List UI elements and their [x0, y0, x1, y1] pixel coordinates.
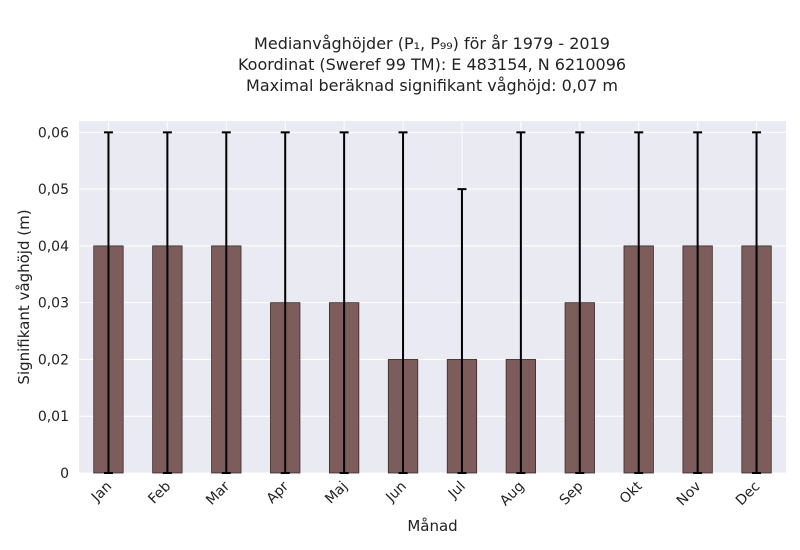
- chart-title: Medianvåghöjder (P₁, P₉₉) för år 1979 - …: [0, 33, 800, 96]
- y-tick-label: 0,01: [38, 409, 69, 425]
- plot-area: [79, 121, 786, 473]
- y-axis-label: Signifikant våghöjd (m): [15, 209, 33, 384]
- x-tick-label: Maj: [322, 479, 351, 508]
- x-tick-label: Mar: [203, 478, 233, 508]
- y-tick-label: 0,06: [38, 125, 69, 141]
- y-tick-label: 0,04: [38, 239, 69, 255]
- y-ticks: 0 0,01 0,02 0,03 0,04 0,05 0,06: [38, 125, 69, 482]
- chart-title-line-2: Koordinat (Sweref 99 TM): E 483154, N 62…: [237, 55, 627, 74]
- chart-title-line-1: Medianvåghöjder (P₁, P₉₉) för år 1979 - …: [254, 34, 610, 53]
- x-tick-label: Dec: [733, 479, 763, 509]
- x-tick-label: Aug: [497, 479, 528, 510]
- chart-title-line-3: Maximal beräknad signifikant våghöjd: 0,…: [246, 76, 618, 95]
- y-tick-label: 0,05: [38, 182, 69, 198]
- x-tick-label: Jun: [382, 479, 409, 506]
- x-tick-label: Feb: [145, 478, 174, 507]
- y-tick-label: 0,02: [38, 352, 69, 368]
- x-tick-label: Sep: [557, 478, 587, 508]
- x-tick-label: Apr: [264, 478, 293, 507]
- x-ticks: Jan Feb Mar Apr Maj Jun Jul Aug Sep Okt Nov Dec: [88, 478, 763, 509]
- y-tick-label: 0: [60, 466, 69, 482]
- x-tick-label: Nov: [674, 479, 705, 510]
- y-tick-label: 0,03: [38, 296, 69, 312]
- error-bars: [103, 131, 762, 474]
- x-tick-label: Okt: [617, 478, 646, 507]
- x-tick-label: Jul: [445, 479, 469, 503]
- x-axis-label: Månad: [407, 517, 457, 535]
- x-tick-label: Jan: [88, 479, 115, 506]
